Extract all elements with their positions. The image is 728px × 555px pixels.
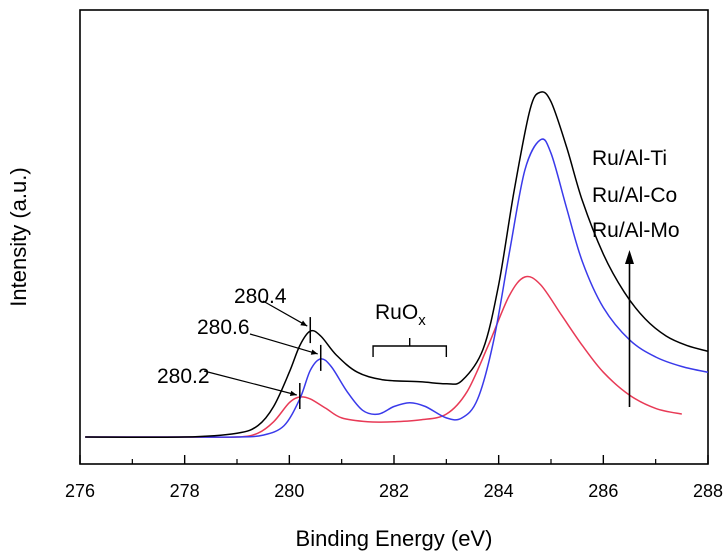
peak-label-arrowhead bbox=[289, 390, 297, 397]
x-tick-label: 282 bbox=[379, 481, 409, 501]
ruox-label: RuOx bbox=[375, 301, 426, 329]
peak-label-arrowhead bbox=[300, 320, 308, 327]
x-axis-tick-labels: 276 278 280 282 284 286 288 bbox=[65, 481, 723, 501]
series-lines bbox=[85, 91, 709, 439]
x-axis-ticks bbox=[79, 455, 709, 464]
peak-label: 280.2 bbox=[157, 365, 210, 388]
x-tick-label: 288 bbox=[693, 481, 723, 501]
x-axis-label: Binding Energy (eV) bbox=[296, 526, 493, 551]
legend-entry-ru-al-mo: Ru/Al-Mo bbox=[592, 219, 680, 242]
legend: Ru/Al-Ti Ru/Al-Co Ru/Al-Mo bbox=[592, 147, 680, 242]
legend-entry-ru-al-co: Ru/Al-Co bbox=[592, 184, 677, 207]
x-tick-label: 286 bbox=[588, 481, 618, 501]
legend-entry-ru-al-ti: Ru/Al-Ti bbox=[592, 147, 667, 170]
series-line-ru-al-ti bbox=[85, 91, 709, 439]
x-tick-label: 276 bbox=[65, 481, 95, 501]
series-line-ru-al-co bbox=[85, 138, 709, 438]
series-line-ru-al-mo bbox=[85, 275, 682, 439]
x-tick-label: 278 bbox=[170, 481, 200, 501]
peak-label: 280.6 bbox=[197, 316, 250, 339]
annotations: 280.4 280.6 280.2 RuOx bbox=[157, 250, 634, 409]
x-tick-label: 284 bbox=[484, 481, 514, 501]
peak-label-leader bbox=[203, 370, 297, 396]
x-tick-label: 280 bbox=[274, 481, 304, 501]
peak-label-leader bbox=[249, 333, 318, 355]
ruox-bracket bbox=[372, 338, 448, 357]
peak-label-arrowhead bbox=[310, 349, 318, 355]
trend-arrowhead bbox=[625, 250, 634, 264]
peak-label: 280.4 bbox=[234, 285, 287, 308]
y-axis-label: Intensity (a.u.) bbox=[6, 167, 31, 306]
peak-label-leader bbox=[262, 300, 308, 327]
